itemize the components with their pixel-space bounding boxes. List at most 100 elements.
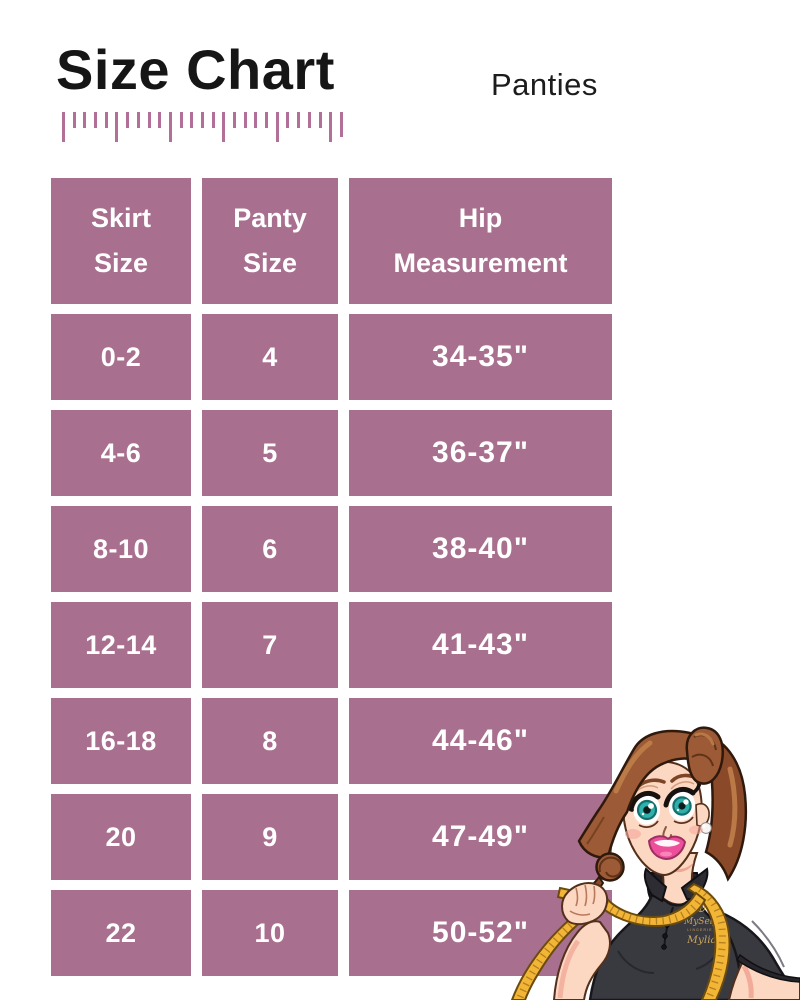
brand-logo: MySelf LINGERIE Mylia <box>683 903 718 946</box>
size-cell-value: 9 <box>262 821 278 852</box>
ruler-tick <box>265 112 269 128</box>
size-cell: 8-10 <box>51 506 191 592</box>
size-cell: 9 <box>202 794 338 880</box>
size-cell-value: 0-2 <box>100 341 142 372</box>
ruler-tick <box>62 112 65 142</box>
ruler-tick <box>158 112 162 128</box>
size-cell-value: 4-6 <box>100 437 142 468</box>
size-cell-value: 6 <box>262 533 278 564</box>
size-table: Skirt Size Panty Size Hip Measurement 0-2 4 3… <box>51 178 612 976</box>
ruler-tick <box>104 112 108 128</box>
eyebrow <box>670 773 699 783</box>
size-cell: 41-43" <box>349 602 612 688</box>
ruler-tick <box>318 112 322 128</box>
shirt-button <box>664 922 670 928</box>
left-eye <box>623 785 661 828</box>
ruler-tick <box>286 112 290 128</box>
page-title: Size Chart <box>56 38 335 101</box>
hair-shoulder-tip <box>703 733 748 882</box>
mascot-shirt <box>588 893 768 1000</box>
size-cell: 44-46" <box>349 698 612 784</box>
size-cell-value: 44-46" <box>432 724 529 757</box>
size-cell: 0-2 <box>51 314 191 400</box>
ruler-tick <box>200 112 204 128</box>
ruler-tick <box>126 112 130 128</box>
nose <box>662 826 672 841</box>
size-cell-value: 20 <box>105 821 137 852</box>
size-cell-value: 47-49" <box>432 820 529 853</box>
collar-right-flap <box>680 867 709 900</box>
mascot-face <box>622 761 712 877</box>
lips <box>648 835 686 860</box>
ruler-tick <box>72 112 76 128</box>
ruler-tick <box>339 112 343 137</box>
collar-left-flap <box>643 867 668 903</box>
size-cell: 4 <box>202 314 338 400</box>
header-cell-label: Skirt Size <box>90 203 152 278</box>
mascot-right-forearm <box>727 959 800 1000</box>
sleeve-hem <box>735 953 800 983</box>
ruler-tick <box>307 112 311 128</box>
size-cell-value: 38-40" <box>432 532 529 565</box>
hair-bun <box>685 726 724 785</box>
size-cell: 12-14 <box>51 602 191 688</box>
header-cell: Panty Size <box>202 178 338 304</box>
ruler-tick <box>211 112 215 128</box>
size-cell: 50-52" <box>349 890 612 976</box>
size-cell: 20 <box>51 794 191 880</box>
right-eye <box>663 780 702 824</box>
header-cell-label: Panty Size <box>233 203 307 278</box>
category-label: Panties <box>491 67 598 102</box>
ruler-tick <box>329 112 333 142</box>
size-cell-value: 36-37" <box>432 436 529 469</box>
size-cell: 10 <box>202 890 338 976</box>
ruler-tick <box>168 112 172 142</box>
ruler-tick <box>222 112 226 142</box>
size-cell: 5 <box>202 410 338 496</box>
size-cell: 47-49" <box>349 794 612 880</box>
ruler-tick <box>147 112 151 128</box>
ruler-tick <box>83 112 87 128</box>
ruler-tick <box>190 112 194 128</box>
ruler-tick <box>94 112 98 128</box>
size-cell: 16-18 <box>51 698 191 784</box>
brand-name: MySelf <box>683 917 718 927</box>
header-cell: Hip Measurement <box>349 178 612 304</box>
ruler-tick <box>115 112 119 142</box>
brand-subtitle: LINGERIE <box>687 928 712 932</box>
size-cell-value: 4 <box>262 341 278 372</box>
size-cell: 7 <box>202 602 338 688</box>
size-cell: 4-6 <box>51 410 191 496</box>
size-cell: 36-37" <box>349 410 612 496</box>
shirt-button <box>661 944 667 950</box>
size-cell: 38-40" <box>349 506 612 592</box>
measuring-tape-shoulder-strand <box>686 882 731 1000</box>
collar-back <box>646 872 700 909</box>
size-cell-value: 12-14 <box>85 629 157 660</box>
size-cell-value: 8-10 <box>92 533 150 564</box>
size-cell-value: 5 <box>262 437 278 468</box>
ruler-tick <box>243 112 247 128</box>
size-cell-value: 41-43" <box>432 628 529 661</box>
ruler-tick <box>136 112 140 128</box>
size-cell-value: 16-18 <box>85 725 157 756</box>
pearl-earring <box>700 822 712 834</box>
size-cell: 6 <box>202 506 338 592</box>
ruler-graphic <box>62 112 343 142</box>
mascot-neck <box>658 852 699 906</box>
button-placket <box>663 906 674 950</box>
header-cell: Skirt Size <box>51 178 191 304</box>
header-cell-label: Hip Measurement <box>393 203 568 278</box>
size-cell-value: 50-52" <box>432 916 529 949</box>
mascot-right-arm <box>708 906 800 1000</box>
size-cell: 8 <box>202 698 338 784</box>
size-cell: 34-35" <box>349 314 612 400</box>
ruler-tick <box>297 112 301 128</box>
size-cell-value: 8 <box>262 725 278 756</box>
shirt-button <box>662 933 668 939</box>
brand-signature: Mylia <box>686 934 717 946</box>
measuring-tape-chest-strand <box>594 891 707 928</box>
ruler-tick <box>179 112 183 128</box>
size-cell-value: 22 <box>105 917 137 948</box>
size-cell: 22 <box>51 890 191 976</box>
